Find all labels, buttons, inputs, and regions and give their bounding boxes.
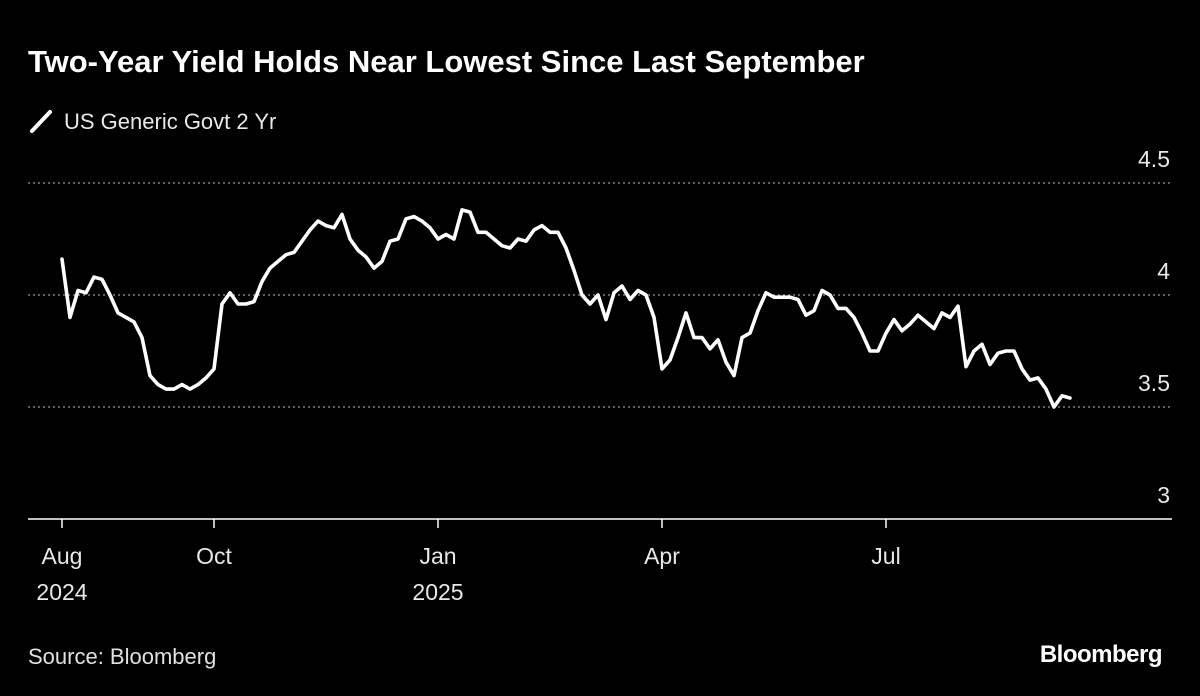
x-year-label: 2024 <box>36 579 87 605</box>
x-tick-label: Apr <box>644 543 680 569</box>
brand-logo: Bloomberg <box>1040 641 1162 668</box>
y-tick-label: 3 <box>1157 482 1170 508</box>
x-tick-label: Jul <box>871 543 900 569</box>
x-tick-label: Oct <box>196 543 232 569</box>
x-tick-label: Jan <box>419 543 456 569</box>
y-tick-label: 3.5 <box>1138 370 1170 396</box>
y-tick-label: 4 <box>1157 258 1170 284</box>
x-tick-label: Aug <box>42 543 83 569</box>
legend-label: US Generic Govt 2 Yr <box>64 109 276 134</box>
line-series <box>60 208 1072 409</box>
chart-title: Two-Year Yield Holds Near Lowest Since L… <box>28 44 865 79</box>
x-year-label: 2025 <box>412 579 463 605</box>
source: Source: Bloomberg <box>28 644 216 669</box>
legend-swatch <box>30 110 52 133</box>
y-tick-label: 4.5 <box>1138 146 1170 172</box>
